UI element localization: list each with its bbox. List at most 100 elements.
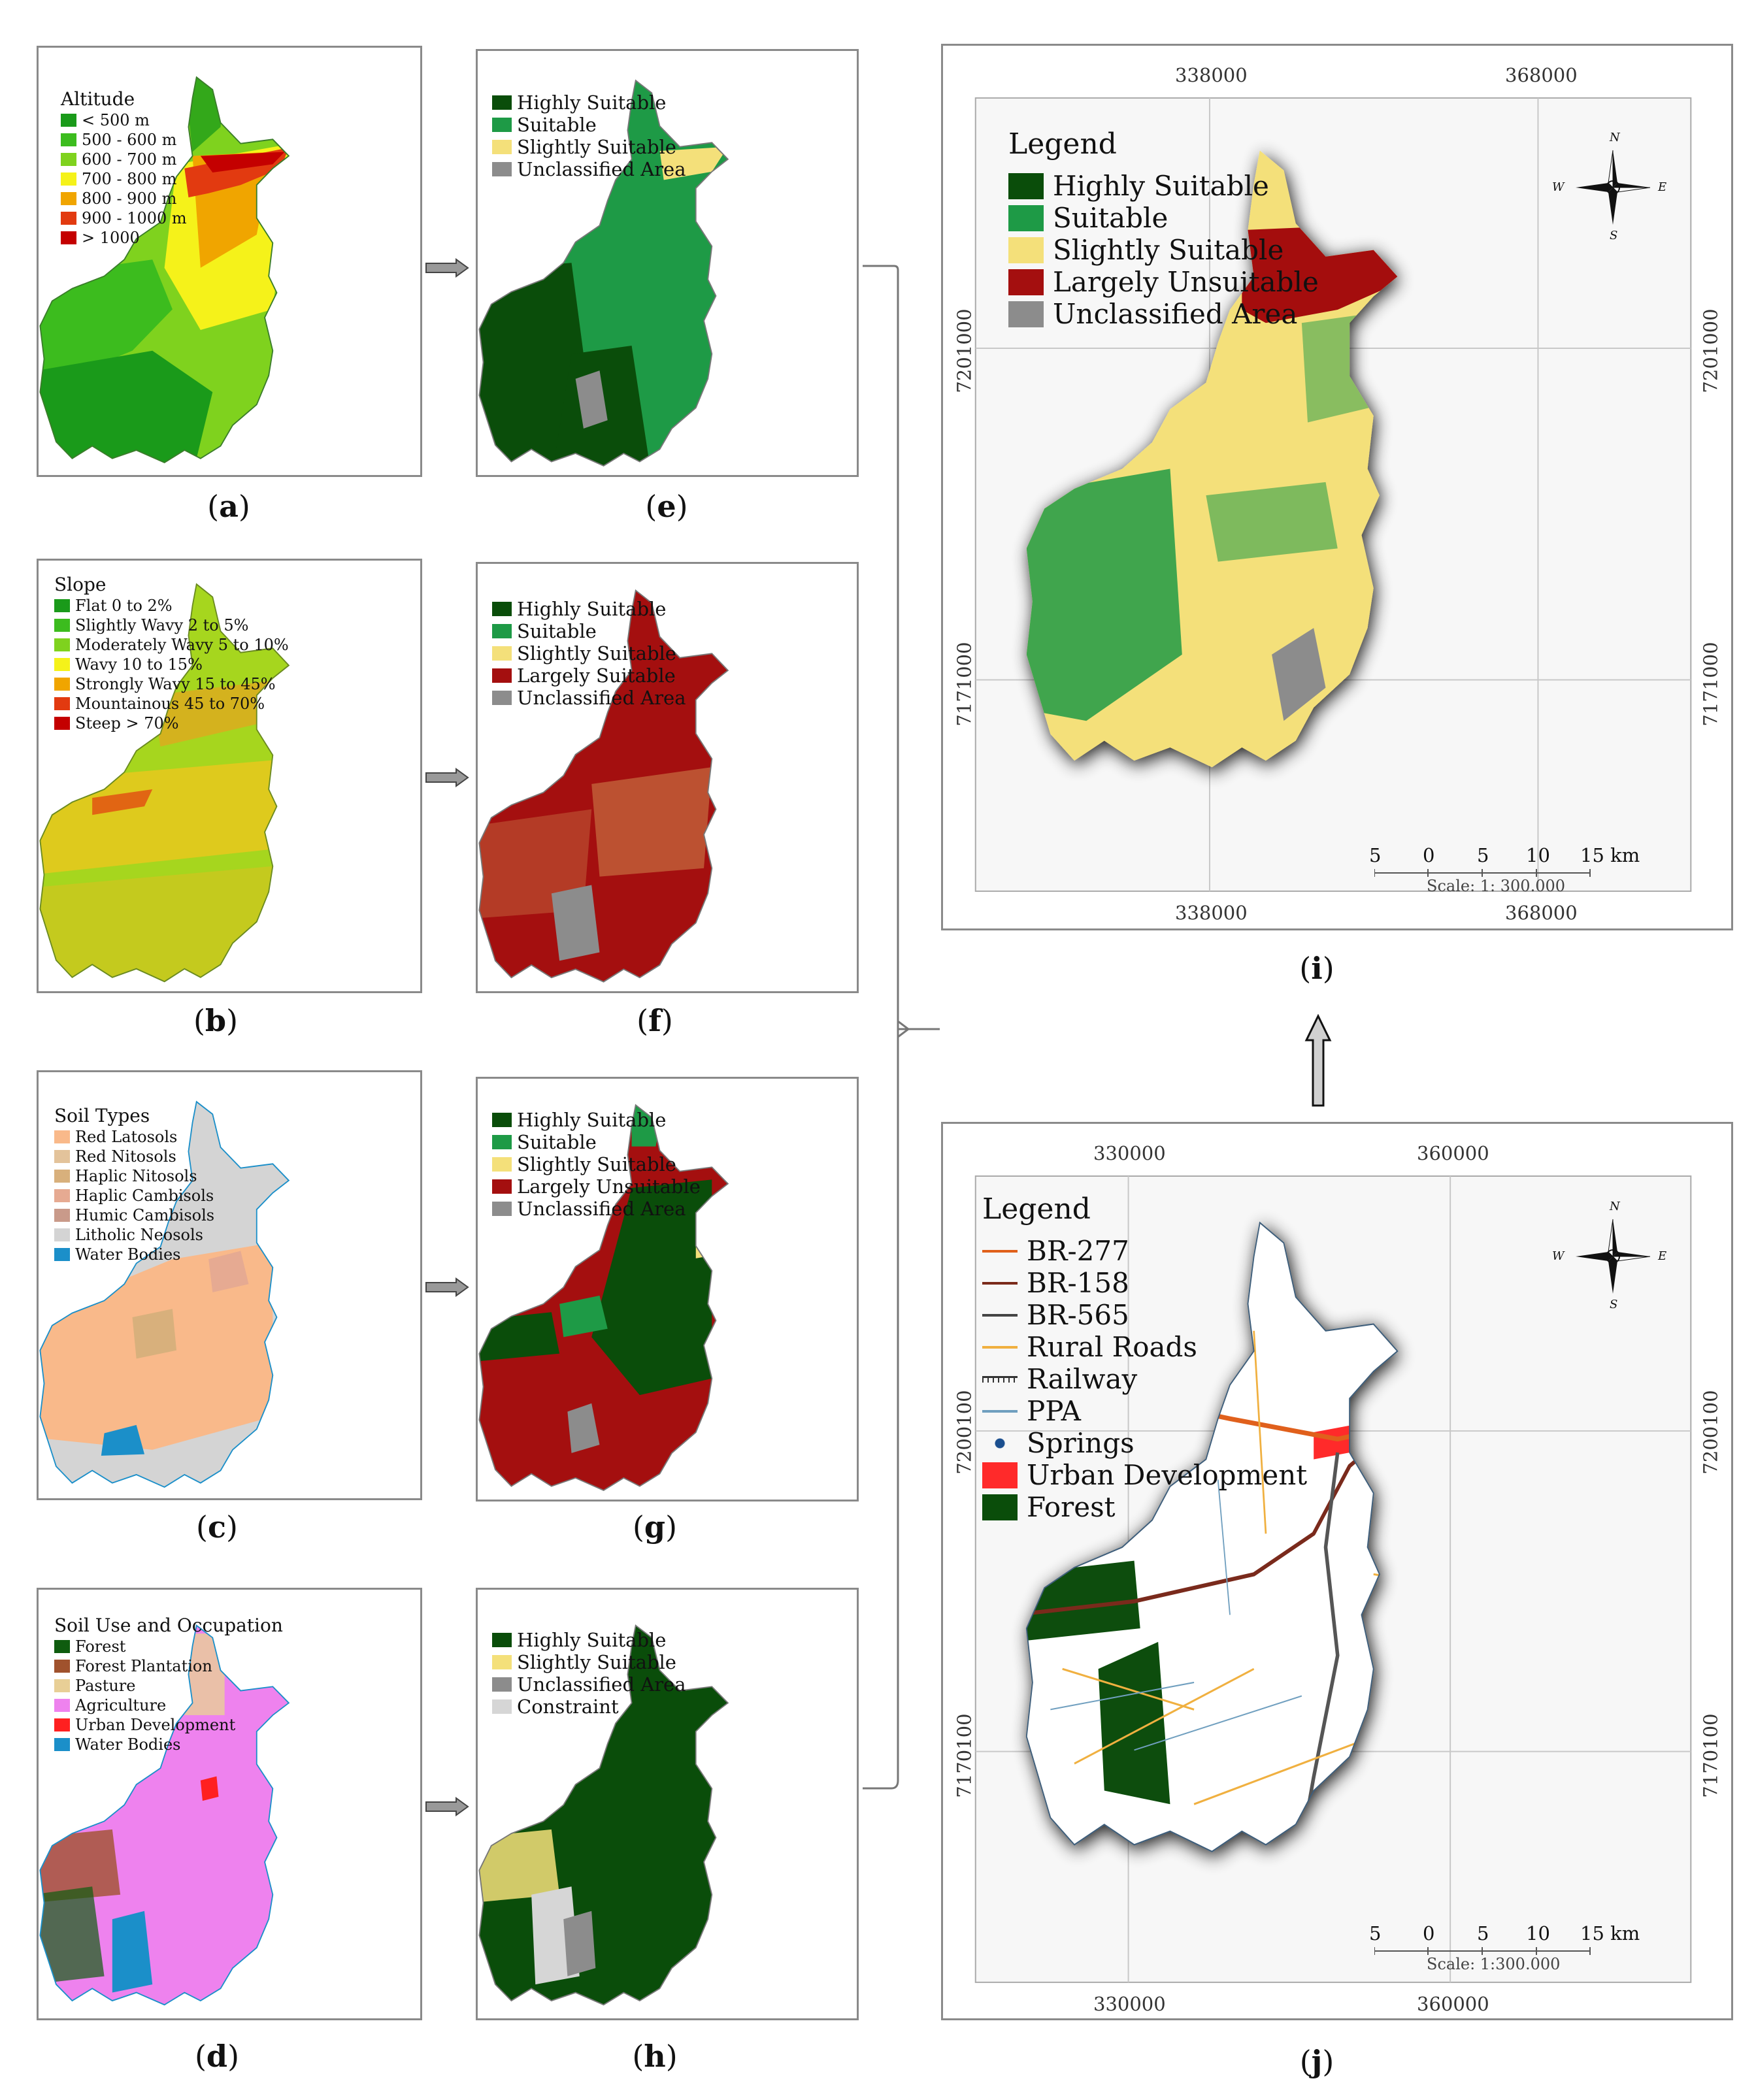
legend-swatch xyxy=(54,1718,70,1731)
legend-item: Steep > 70% xyxy=(54,714,289,733)
legend-item: 600 - 700 m xyxy=(61,150,187,169)
legend-label: Largely Suitable xyxy=(517,664,676,687)
soil-suitability-legend: Highly Suitable Suitable Slightly Suitable… xyxy=(492,1109,701,1220)
legend-label: Highly Suitable xyxy=(517,1629,667,1651)
legend-label: Flat 0 to 2% xyxy=(75,597,173,615)
legend-item: Slightly Wavy 2 to 5% xyxy=(54,615,289,635)
caption-g: (g) xyxy=(632,1509,678,1545)
legend-swatch xyxy=(61,192,76,205)
legend-line-swatch xyxy=(982,1281,1018,1285)
legend-item: BR-565 xyxy=(982,1299,1307,1331)
scale-bar-graphic xyxy=(1374,1947,1591,1955)
legend-line-swatch xyxy=(982,1249,1018,1253)
legend-item: 800 - 900 m xyxy=(61,189,187,208)
scale-tick-1: 0 xyxy=(1423,844,1435,866)
legend-swatch xyxy=(492,602,512,616)
caption-f: (f) xyxy=(637,1003,673,1038)
caption-b: (b) xyxy=(193,1003,239,1038)
legend-label: Red Nitosols xyxy=(75,1147,176,1166)
legend-label: Highly Suitable xyxy=(517,1109,667,1131)
slope-legend: Slope Flat 0 to 2% Slightly Wavy 2 to 5% M… xyxy=(54,574,289,733)
coord-bottom-1: 330000 xyxy=(1093,1993,1166,2015)
legend-label: Highly Suitable xyxy=(517,598,667,620)
legend-item: BR-277 xyxy=(982,1235,1307,1267)
legend-swatch xyxy=(492,624,512,638)
legend-line-swatch xyxy=(982,1313,1018,1317)
panel-h-land-use-suitability: Highly Suitable Slightly Suitable Unclassi… xyxy=(476,1588,859,2020)
coord-top-1: 338000 xyxy=(1175,64,1248,86)
scale-tick-1: 0 xyxy=(1423,1922,1435,1944)
infrastructure-legend-title: Legend xyxy=(982,1192,1091,1226)
legend-item: Litholic Neosols xyxy=(54,1225,214,1245)
legend-item: < 500 m xyxy=(61,110,187,130)
legend-swatch xyxy=(54,717,70,730)
legend-label: Constraint xyxy=(517,1696,619,1718)
legend-label: Agriculture xyxy=(75,1696,167,1714)
compass-e: E xyxy=(1658,1249,1667,1263)
coord-bottom-2: 368000 xyxy=(1505,902,1578,924)
legend-swatch xyxy=(492,668,512,683)
legend-line-swatch xyxy=(982,1375,1018,1383)
legend-swatch xyxy=(492,1113,512,1127)
caption-j: (j) xyxy=(1299,2044,1334,2079)
legend-item: Unclassified Area xyxy=(1008,298,1319,330)
legend-label: 900 - 1000 m xyxy=(82,209,187,227)
legend-swatch xyxy=(492,1633,512,1647)
scale-bar-i: 5 0 5 10 15 km Scale: 1: 300.000 xyxy=(1369,844,1662,895)
legend-item: Forest xyxy=(982,1491,1307,1523)
legend-label: Moderately Wavy 5 to 10% xyxy=(75,636,289,654)
legend-item: Suitable xyxy=(492,620,686,642)
scale-tick-2: 5 xyxy=(1477,844,1489,866)
scale-tick-0: 5 xyxy=(1369,844,1382,866)
caption-e: (e) xyxy=(645,489,688,524)
bracket-connector xyxy=(863,265,940,1790)
scale-tick-3: 10 xyxy=(1526,844,1550,866)
compass-w: W xyxy=(1552,180,1565,194)
legend-swatch xyxy=(61,212,76,225)
legend-label: Slightly Wavy 2 to 5% xyxy=(75,616,249,634)
legend-label: Slightly Suitable xyxy=(517,642,676,664)
legend-item: 500 - 600 m xyxy=(61,130,187,150)
legend-label: Suitable xyxy=(1053,202,1168,234)
legend-label: Unclassified Area xyxy=(517,1198,686,1220)
legend-label: Slightly Suitable xyxy=(517,1651,676,1673)
legend-item: Largely Unsuitable xyxy=(1008,266,1319,298)
legend-item: Largely Suitable xyxy=(492,664,686,687)
slope-suitability-legend: Highly Suitable Suitable Slightly Suitable… xyxy=(492,598,686,709)
legend-swatch xyxy=(54,1738,70,1751)
legend-label: BR-565 xyxy=(1027,1299,1129,1331)
legend-swatch xyxy=(492,1135,512,1149)
legend-label: Litholic Neosols xyxy=(75,1226,203,1244)
legend-label: 600 - 700 m xyxy=(82,150,177,169)
legend-label: Red Latosols xyxy=(75,1128,178,1146)
legend-item: Urban Development xyxy=(982,1459,1307,1491)
legend-swatch xyxy=(492,1157,512,1172)
legend-swatch xyxy=(54,619,70,632)
coord-left-1: 7201000 xyxy=(953,308,976,393)
legend-item: Springs xyxy=(982,1427,1307,1459)
legend-swatch xyxy=(54,638,70,651)
final-suitability-legend: Legend Highly Suitable Suitable Slightly S… xyxy=(1008,124,1319,330)
panel-a-altitude-map: Altitude < 500 m 500 - 600 m 600 - 700 m 70… xyxy=(37,46,422,477)
legend-swatch xyxy=(1008,172,1044,199)
legend-label: Urban Development xyxy=(75,1716,236,1734)
legend-item: Slightly Suitable xyxy=(492,136,686,158)
legend-item: Railway xyxy=(982,1363,1307,1395)
legend-item: Suitable xyxy=(1008,202,1319,234)
final-legend-title: Legend xyxy=(1008,127,1117,161)
caption-i: (i) xyxy=(1299,951,1334,986)
legend-label: 700 - 800 m xyxy=(82,170,177,188)
legend-swatch xyxy=(492,95,512,110)
altitude-legend-title: Altitude xyxy=(61,88,135,110)
legend-item: Red Latosols xyxy=(54,1127,214,1147)
legend-label: Suitable xyxy=(517,1131,597,1153)
arrow-d-to-h xyxy=(425,1797,469,1816)
legend-label: Slightly Suitable xyxy=(517,136,676,158)
panel-j-infrastructure-map: Legend BR-277 BR-158 BR-565 Rural Roads Rail… xyxy=(941,1122,1733,2020)
soil-use-map-graphic xyxy=(39,1624,290,2006)
slope-map-graphic xyxy=(39,583,290,983)
legend-label: Largely Unsuitable xyxy=(1053,266,1319,298)
legend-item: Mountainous 45 to 70% xyxy=(54,694,289,714)
legend-label: BR-277 xyxy=(1027,1235,1129,1267)
legend-swatch xyxy=(1008,269,1044,295)
